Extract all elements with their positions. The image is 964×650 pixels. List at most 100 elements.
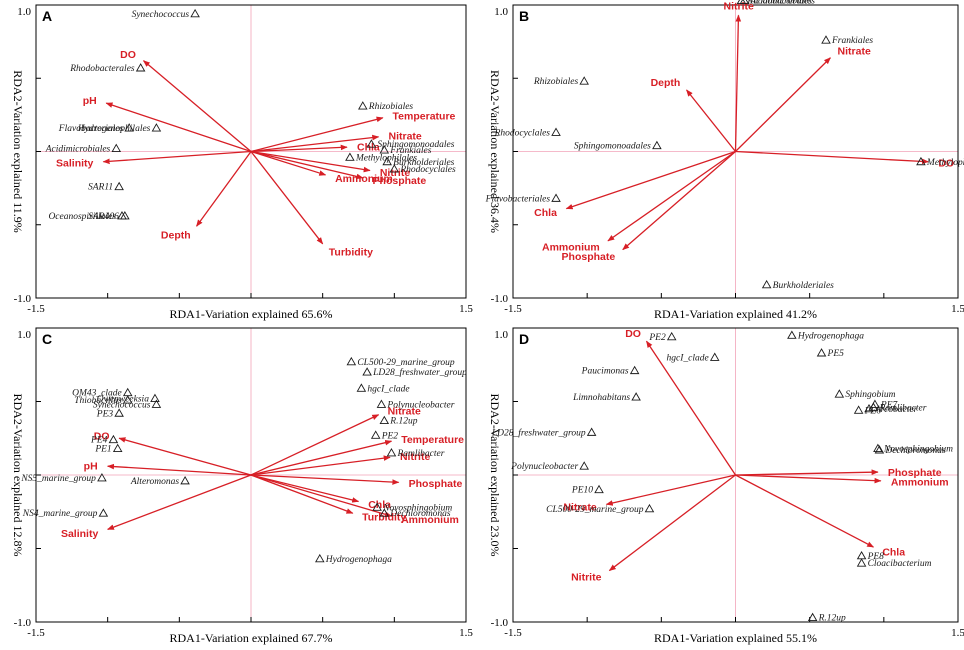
vector-label-salinity: Salinity bbox=[61, 528, 99, 540]
vector-salinity bbox=[107, 474, 252, 530]
species-point-ns4-marine-group bbox=[98, 508, 109, 517]
species-label-cl500-29-marine-group: CL500-29_marine_group bbox=[357, 358, 455, 368]
panel-a: A 1.0 -1.0-1.5 1.5 RDA1-Variation explained … bbox=[11, 4, 473, 321]
x-axis-title: RDA1-Variation explained 41.2% bbox=[654, 307, 817, 321]
x-tick-label-right: 1.5 bbox=[459, 303, 473, 315]
x-tick-label-left: -1.5 bbox=[27, 627, 45, 639]
species-label-hgci-clade: hgcI_clade bbox=[367, 384, 409, 394]
vector-temperature bbox=[250, 116, 384, 153]
y-tick-label-top: 1.0 bbox=[17, 329, 31, 341]
species-point-sphingomonoadales bbox=[366, 139, 377, 148]
vector-label-depth: Depth bbox=[161, 229, 191, 241]
vector-nitrate bbox=[250, 134, 380, 153]
species-point-polynucleobacter bbox=[579, 461, 589, 470]
species-label-dechloromonas: Dechloromonas bbox=[884, 446, 946, 456]
species-point-r-12up bbox=[807, 612, 818, 622]
species-point-flavobacteriales bbox=[124, 123, 134, 132]
species-point-frankiales bbox=[821, 35, 831, 44]
species-point-hydrogenophaga bbox=[315, 553, 325, 563]
vector-do bbox=[735, 150, 930, 165]
species-point-sphingobium bbox=[834, 389, 845, 398]
species-point-ns5-marine-group bbox=[97, 473, 107, 482]
species-point-ld28-freshwater-group bbox=[586, 427, 597, 436]
species-label-cl500-29-marine-group: CL500-29_marine_group bbox=[546, 505, 644, 515]
species-label-hgci-clade: hgcI_clade bbox=[667, 353, 709, 363]
vector-nitrate bbox=[605, 474, 736, 506]
species-label-thiobacillus: Thiobacillus bbox=[74, 396, 122, 406]
y-tick-label-top: 1.0 bbox=[17, 6, 31, 18]
species-label-polynucleobacter: Polynucleobacter bbox=[510, 462, 578, 472]
vector-phosphate bbox=[250, 150, 364, 180]
species-label-hydrogenophaga: Hydrogenophaga bbox=[797, 331, 864, 341]
species-label-rhodocyclales: Rhodocyclales bbox=[399, 165, 456, 175]
vector-label-phosphate: Phosphate bbox=[562, 251, 616, 263]
species-point-acidimicrobiales bbox=[739, 0, 750, 5]
species-label-pe2: PE2 bbox=[381, 431, 399, 441]
vector-do bbox=[118, 437, 252, 476]
vector-label-turbidity: Turbidity bbox=[329, 247, 373, 259]
x-axis-title: RDA1-Variation explained 55.1% bbox=[654, 631, 817, 645]
vector-label-ph: pH bbox=[84, 461, 98, 473]
x-tick-label-left: -1.5 bbox=[27, 303, 45, 315]
species-label-ns4-marine-group: NS4_marine_group bbox=[22, 509, 98, 519]
vector-label-phosphate: Phosphate bbox=[409, 478, 463, 490]
vector-do bbox=[645, 340, 737, 476]
species-point-thiobacillus bbox=[122, 395, 133, 404]
vector-nitrite bbox=[608, 474, 736, 572]
vector-chla bbox=[250, 474, 360, 503]
vector-phosphate bbox=[250, 474, 400, 485]
species-point-sar11 bbox=[114, 181, 124, 191]
species-point-cl500-29-marine-group bbox=[346, 356, 357, 366]
vector-label-salinity: Salinity bbox=[56, 157, 94, 169]
species-point-hgci-clade bbox=[709, 352, 720, 361]
vector-label-temperature: Temperature bbox=[393, 110, 456, 122]
vector-label-chla: Chla bbox=[534, 207, 557, 219]
vector-label-nitrite: Nitrite bbox=[380, 167, 410, 179]
panel-label: C bbox=[42, 331, 52, 347]
vector-label-do: DO bbox=[120, 49, 136, 61]
species-label-cloacibacterium: Cloacibacterium bbox=[868, 559, 932, 569]
vector-phosphate bbox=[735, 469, 879, 476]
species-label-hydrogenophilales: Hydrogenophilales bbox=[77, 124, 151, 134]
species-label-synechococcus: Synechococcus bbox=[132, 10, 190, 20]
species-label-pe10: PE10 bbox=[571, 486, 593, 496]
y-tick-label-bottom: -1.0 bbox=[491, 293, 509, 305]
vector-label-ph: pH bbox=[83, 95, 97, 107]
species-point-sar406 bbox=[120, 211, 130, 220]
species-label-hydrogenophaga: Hydrogenophaga bbox=[325, 555, 392, 565]
species-point-burkholderiales bbox=[382, 156, 392, 166]
species-label-pe1: PE1 bbox=[94, 445, 111, 455]
species-point-dechloromonas bbox=[379, 508, 390, 517]
species-label-sphingobium: Sphingobium bbox=[845, 390, 895, 400]
vector-nitrate bbox=[250, 414, 380, 476]
species-label-flavobacteriales: Flavobacteriales bbox=[485, 194, 551, 204]
species-label-pe8: PE8 bbox=[867, 552, 885, 562]
species-point-ramlibacter bbox=[386, 448, 397, 457]
x-axis-title: RDA1-Variation explained 67.7% bbox=[170, 631, 333, 645]
species-label-ld28-freshwater-group: LD28_freshwater_group bbox=[372, 367, 467, 378]
vector-phosphate bbox=[622, 151, 736, 251]
vector-chla bbox=[565, 150, 736, 210]
species-label-rhodocyclales: Rhodocyclales bbox=[494, 128, 551, 138]
species-label-rhizobiales: Rhizobiales bbox=[533, 77, 579, 87]
vector-label-nitrite: Nitrite bbox=[400, 451, 430, 463]
y-tick-label-top: 1.0 bbox=[494, 6, 508, 18]
species-label-r-12up: R.12up bbox=[818, 614, 846, 624]
species-point-pe2 bbox=[370, 430, 381, 439]
species-label-synechococcus: Synechococcus bbox=[93, 400, 151, 410]
x-tick-label-right: 1.5 bbox=[459, 627, 473, 639]
species-label-burkholderiales: Burkholderiales bbox=[393, 158, 455, 168]
species-point-pe8 bbox=[856, 550, 867, 560]
species-label-sphingomonoadales: Sphingomonoadales bbox=[377, 140, 454, 150]
vector-temperature bbox=[250, 439, 393, 476]
species-point-sphingomonoadales bbox=[652, 140, 662, 150]
vector-label-phosphate: Phosphate bbox=[373, 175, 427, 187]
species-point-hgci-clade bbox=[356, 383, 367, 392]
species-label-ramlibacter: Ramlibacter bbox=[878, 403, 926, 413]
species-point-pe3 bbox=[114, 408, 124, 417]
vector-label-chla: Chla bbox=[368, 499, 391, 511]
species-point-pe10 bbox=[594, 484, 604, 494]
species-point-ramlibacter bbox=[868, 402, 879, 411]
vector-label-ammonium: Ammonium bbox=[335, 173, 393, 185]
species-point-polynucleobacter bbox=[376, 399, 387, 408]
